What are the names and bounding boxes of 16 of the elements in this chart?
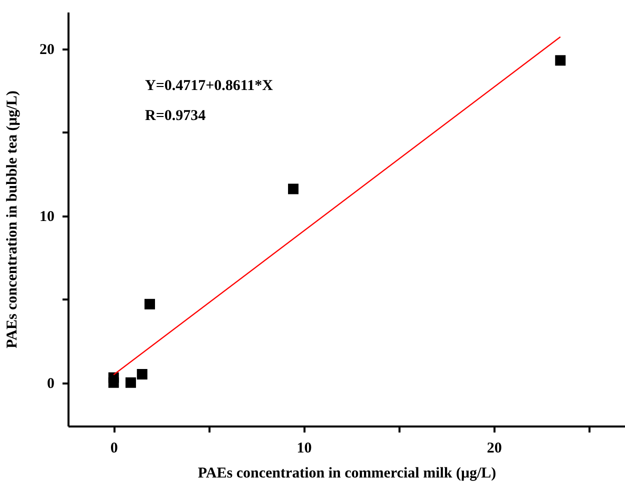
point <box>144 298 155 310</box>
y-tick-label: 20 <box>40 42 54 58</box>
point <box>125 377 136 388</box>
y-tick-label: 0 <box>47 376 54 392</box>
point <box>136 369 148 380</box>
y-axis-title: PAEs concentration in bubble tea (μg/L) <box>4 90 20 348</box>
x-tick-label: 0 <box>110 440 118 456</box>
point <box>288 184 299 194</box>
y-tick-label: 10 <box>40 209 54 226</box>
annotation: R=0.9734 <box>145 108 206 124</box>
point <box>555 55 566 66</box>
point <box>108 377 119 388</box>
x-tick-label: 20 <box>486 440 502 456</box>
x-tick-label: 10 <box>296 440 312 456</box>
x-axis-title: PAEs concentration in commercial milk (μg/L) <box>198 466 496 482</box>
annotation: Y=0.4717+0.8611*X <box>145 78 274 94</box>
